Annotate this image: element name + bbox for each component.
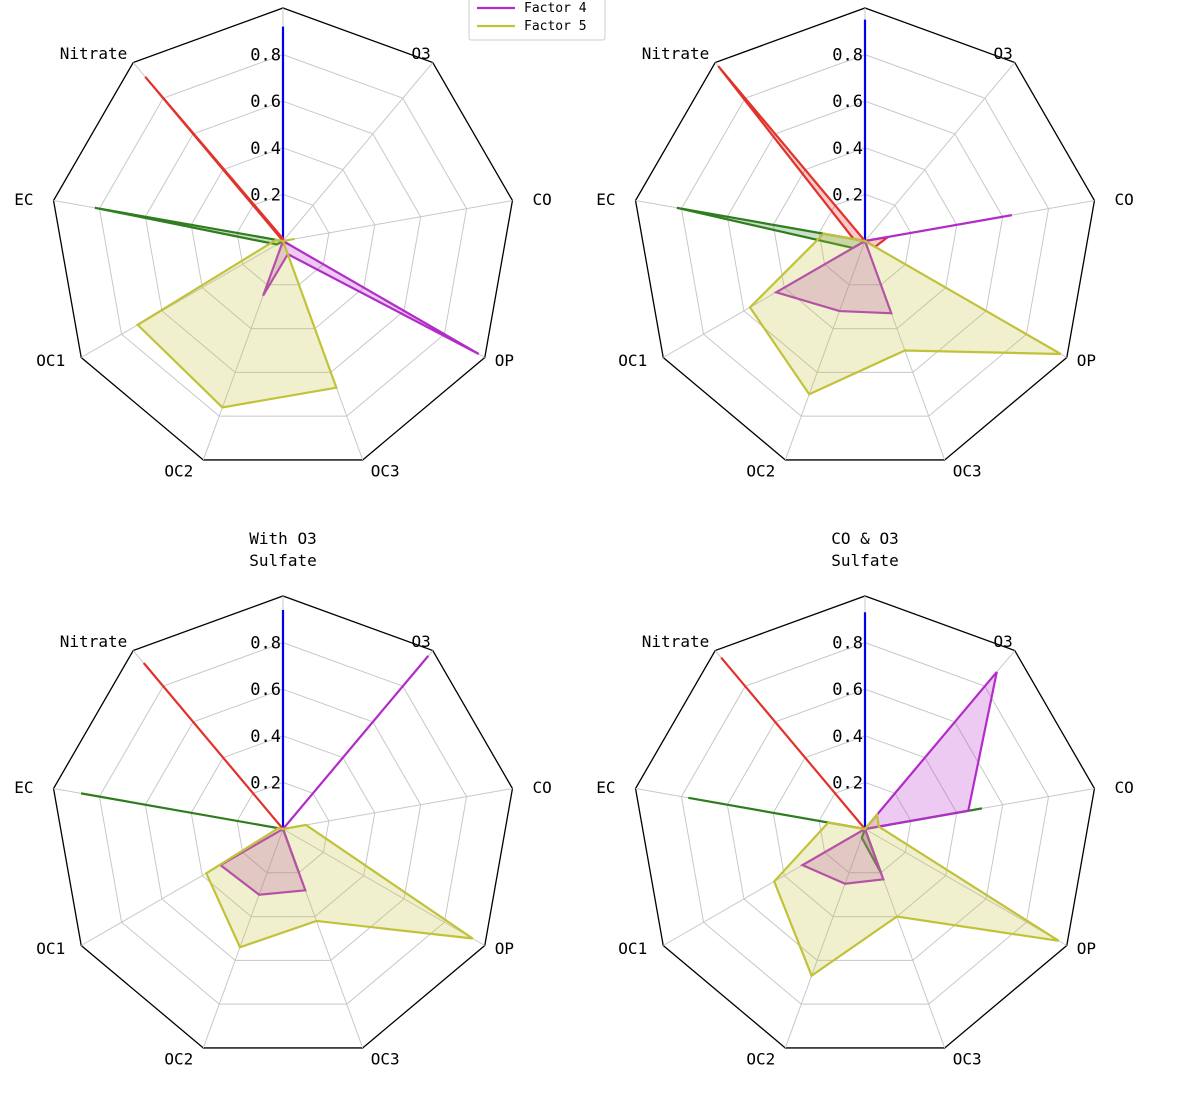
radar-gridline: [144, 688, 422, 961]
axis-label-co: CO: [1114, 778, 1133, 797]
radar-spoke: [864, 828, 1068, 946]
axis-label-oc3: OC3: [371, 461, 400, 480]
radial-tick-label: 0.4: [832, 139, 863, 159]
radial-tick-label: 0.4: [250, 727, 281, 747]
radar-gridline: [818, 193, 912, 286]
axis-label-oc2: OC2: [164, 461, 193, 480]
radar-gridline: [236, 193, 330, 286]
radar-spoke: [784, 828, 866, 1049]
radar-frame: [634, 595, 1096, 1049]
radar-gridline: [98, 642, 468, 1005]
axis-label-ec: EC: [14, 190, 33, 209]
radial-tick-label: 0.6: [250, 92, 281, 112]
radar-spoke: [202, 828, 284, 1049]
radar-gridline: [236, 781, 330, 874]
axis-label-oc1: OC1: [618, 351, 647, 370]
axis-label-co: CO: [1114, 190, 1133, 209]
axis-label-oc1: OC1: [618, 939, 647, 958]
axis-label-oc2: OC2: [746, 1049, 775, 1068]
axis-label-co: CO: [532, 190, 551, 209]
radar-spoke: [282, 788, 513, 830]
radial-tick-label: 0.6: [832, 92, 863, 112]
radar-frame: [634, 7, 1096, 461]
axis-label-ec: EC: [596, 778, 615, 797]
radial-tick-label: 0.6: [250, 680, 281, 700]
radar-gridline: [190, 147, 376, 330]
radial-tick-label: 0.6: [832, 680, 863, 700]
chart-title-line: Sulfate: [249, 551, 316, 570]
axis-label-ec: EC: [596, 190, 615, 209]
chart-title-line: With O3: [249, 529, 316, 548]
axis-label-op: OP: [1077, 939, 1096, 958]
legend-label: Factor 5: [524, 19, 587, 34]
series-factor-5: [772, 812, 1060, 978]
radial-tick-label: 0.4: [832, 727, 863, 747]
legend-label: Factor 4: [524, 1, 587, 16]
axis-label-o3: O3: [412, 44, 431, 63]
radar-gridline: [190, 735, 376, 918]
radial-tick-label: 0.8: [832, 634, 863, 654]
axis-label-co: CO: [532, 778, 551, 797]
axis-label-oc3: OC3: [953, 461, 982, 480]
radar-frame: [52, 595, 514, 1049]
axis-label-oc1: OC1: [36, 939, 65, 958]
radar-spoke: [80, 240, 284, 358]
series-factor-5: [135, 237, 338, 409]
legend-box: [468, 0, 606, 41]
radial-tick-label: 0.2: [250, 185, 281, 205]
series-factor-5: [204, 823, 474, 949]
radial-tick-label: 0.8: [250, 46, 281, 66]
radar-spoke: [784, 240, 866, 461]
axis-label-oc3: OC3: [953, 1049, 982, 1068]
axis-label-nitrate: Nitrate: [60, 632, 127, 651]
axis-label-nitrate: Nitrate: [60, 44, 127, 63]
axis-label-oc3: OC3: [371, 1049, 400, 1068]
axis-label-op: OP: [495, 351, 514, 370]
axis-label-nitrate: Nitrate: [642, 44, 709, 63]
series-factor-4: [800, 671, 998, 885]
axis-label-nitrate: Nitrate: [642, 632, 709, 651]
axis-label-op: OP: [495, 939, 514, 958]
radial-tick-label: 0.2: [832, 773, 863, 793]
radar-spoke: [282, 200, 513, 242]
axis-label-oc1: OC1: [36, 351, 65, 370]
radar-gridline: [98, 54, 468, 417]
radar-chart-3: 0.2 0.4 0.6 0.8 O3 CO OP OC3 OC2 OC1 EC Nitrate With…: [14, 529, 551, 1068]
axis-label-ec: EC: [14, 778, 33, 797]
axis-label-op: OP: [1077, 351, 1096, 370]
radar-spoke: [864, 62, 1016, 242]
radar-gridline: [680, 642, 1050, 1005]
radar-gridline: [818, 781, 912, 874]
radar-spoke: [282, 62, 434, 242]
axis-label-oc2: OC2: [746, 461, 775, 480]
chart-title-line: CO & O3: [831, 529, 898, 548]
axis-label-oc2: OC2: [164, 1049, 193, 1068]
axis-label-o3: O3: [994, 44, 1013, 63]
radar-chart-2: 0.2 0.4 0.6 0.8 O3 CO OP OC3 OC2 OC1 EC Nitrate: [596, 7, 1134, 480]
radial-tick-label: 0.8: [250, 634, 281, 654]
radial-tick-label: 0.4: [250, 139, 281, 159]
radial-tick-label: 0.2: [250, 773, 281, 793]
chart-title-line: Sulfate: [831, 551, 898, 570]
radar-gridline: [772, 735, 958, 918]
legend: Factor 4 Factor 5: [468, 0, 606, 41]
radar-spoke: [282, 828, 486, 946]
radial-tick-label: 0.2: [832, 185, 863, 205]
axis-label-o3: O3: [994, 632, 1013, 651]
radar-gridline: [772, 147, 958, 330]
radar-gridline: [726, 100, 1004, 373]
radar-gridline: [680, 54, 1050, 417]
axis-label-o3: O3: [412, 632, 431, 651]
radial-tick-label: 0.8: [832, 46, 863, 66]
series-factor-5: [748, 232, 1062, 396]
radar-chart-4: 0.2 0.4 0.6 0.8 O3 CO OP OC3 OC2 OC1 EC Nitrate CO &…: [596, 529, 1133, 1068]
radar-gridline: [144, 100, 422, 373]
radar-frame: [52, 7, 514, 461]
radar-chart-1: 0.2 0.4 0.6 0.8 O3 CO OP OC3 OC2 OC1 EC Nitrate: [14, 7, 552, 480]
